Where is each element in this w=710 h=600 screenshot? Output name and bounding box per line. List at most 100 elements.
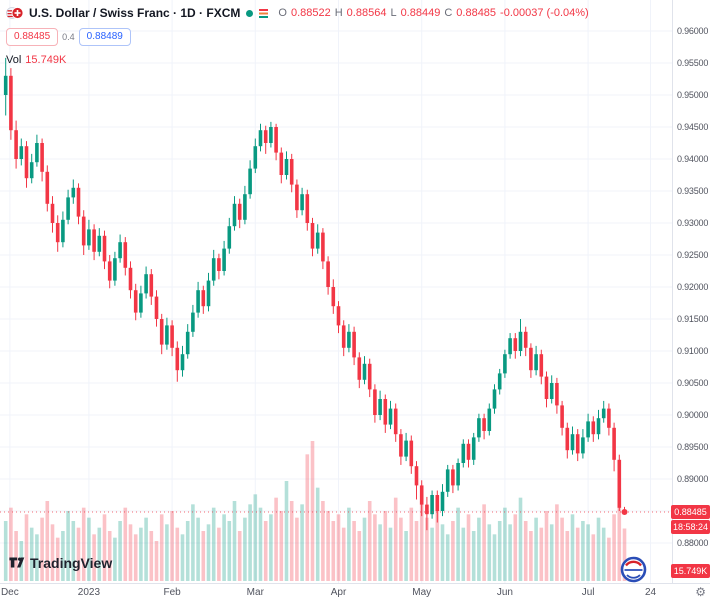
candle[interactable] xyxy=(445,464,450,497)
candle[interactable] xyxy=(549,375,554,404)
candle[interactable] xyxy=(508,333,512,359)
candle[interactable] xyxy=(409,435,414,474)
candle[interactable] xyxy=(326,256,330,295)
candle[interactable] xyxy=(612,422,616,472)
candle[interactable] xyxy=(362,356,367,385)
candle[interactable] xyxy=(529,343,533,378)
candle[interactable] xyxy=(3,57,8,116)
candle[interactable] xyxy=(128,261,133,299)
candle[interactable] xyxy=(295,179,299,218)
candle[interactable] xyxy=(435,490,440,523)
candle[interactable] xyxy=(139,285,143,318)
candle[interactable] xyxy=(24,141,29,188)
candle[interactable] xyxy=(123,237,128,276)
candle[interactable] xyxy=(9,68,13,140)
market-status-icon[interactable] xyxy=(246,9,254,17)
candle[interactable] xyxy=(149,269,154,305)
candle[interactable] xyxy=(591,416,596,442)
candle[interactable] xyxy=(373,384,377,423)
candle[interactable] xyxy=(404,432,408,462)
candle[interactable] xyxy=(523,326,528,357)
candle[interactable] xyxy=(565,422,570,459)
candle[interactable] xyxy=(211,249,216,286)
candle[interactable] xyxy=(347,324,351,353)
candle[interactable] xyxy=(258,123,263,152)
candle[interactable] xyxy=(66,189,70,225)
candle[interactable] xyxy=(331,279,336,314)
candle[interactable] xyxy=(289,153,294,193)
candle[interactable] xyxy=(113,251,117,286)
candle[interactable] xyxy=(560,400,564,436)
candle[interactable] xyxy=(310,217,315,257)
candle[interactable] xyxy=(539,349,544,385)
candle[interactable] xyxy=(513,333,518,359)
time-axis[interactable]: ⚙ Dec 2023 Feb Mar Apr May Jun Jul 24 xyxy=(0,583,710,600)
candle[interactable] xyxy=(222,240,226,276)
candle[interactable] xyxy=(159,313,164,355)
candle[interactable] xyxy=(471,432,476,465)
candle[interactable] xyxy=(305,189,310,231)
candle[interactable] xyxy=(419,480,424,517)
candle[interactable] xyxy=(274,123,278,161)
candle[interactable] xyxy=(170,320,174,357)
candle[interactable] xyxy=(586,413,590,442)
buy-price-button[interactable]: 0.88489 xyxy=(78,28,131,46)
candle[interactable] xyxy=(315,224,320,254)
candle[interactable] xyxy=(45,165,50,212)
candle[interactable] xyxy=(118,234,122,263)
candle[interactable] xyxy=(357,352,362,389)
candle[interactable] xyxy=(191,304,195,337)
candle[interactable] xyxy=(482,413,486,440)
candle[interactable] xyxy=(185,324,190,359)
gear-icon[interactable]: ⚙ xyxy=(695,585,706,599)
candle[interactable] xyxy=(581,429,585,459)
candle[interactable] xyxy=(217,253,221,280)
candle[interactable] xyxy=(367,358,372,398)
candle[interactable] xyxy=(71,179,76,204)
tradingview-logo[interactable]: TradingView xyxy=(8,554,112,571)
candle[interactable] xyxy=(55,215,60,252)
candle[interactable] xyxy=(466,439,471,468)
price-axis[interactable]: 0.96000 0.95500 0.95000 0.94500 0.94000 0.935… xyxy=(672,0,710,583)
candle[interactable] xyxy=(487,403,492,436)
candle[interactable] xyxy=(601,400,606,423)
candle[interactable] xyxy=(232,196,237,231)
candle[interactable] xyxy=(269,121,273,148)
candle[interactable] xyxy=(19,138,24,166)
candle[interactable] xyxy=(92,224,96,261)
candle[interactable] xyxy=(440,484,445,517)
candle[interactable] xyxy=(518,319,523,357)
candle[interactable] xyxy=(248,160,252,199)
candle[interactable] xyxy=(14,120,18,169)
candle[interactable] xyxy=(253,138,258,174)
candle[interactable] xyxy=(133,283,138,321)
alert-list-icon[interactable] xyxy=(259,8,269,18)
candle[interactable] xyxy=(87,219,91,250)
candle[interactable] xyxy=(425,496,429,531)
candle[interactable] xyxy=(284,151,289,180)
candle[interactable] xyxy=(321,228,325,270)
candle[interactable] xyxy=(497,368,502,395)
candle[interactable] xyxy=(243,185,247,225)
candle[interactable] xyxy=(544,371,549,408)
candle[interactable] xyxy=(596,409,601,440)
candle[interactable] xyxy=(40,138,44,182)
candle[interactable] xyxy=(461,439,466,468)
candle[interactable] xyxy=(399,429,403,465)
candle[interactable] xyxy=(76,183,81,225)
candle[interactable] xyxy=(336,301,341,334)
candle[interactable] xyxy=(237,198,242,229)
candle[interactable] xyxy=(61,211,65,248)
candle[interactable] xyxy=(555,377,559,414)
candle[interactable] xyxy=(227,217,232,254)
candle[interactable] xyxy=(97,228,102,257)
candle[interactable] xyxy=(300,187,304,216)
candle[interactable] xyxy=(175,341,180,382)
price-chart[interactable] xyxy=(0,0,672,583)
candle[interactable] xyxy=(180,345,185,377)
candle[interactable] xyxy=(383,394,388,433)
sell-price-button[interactable]: 0.88485 xyxy=(6,28,59,46)
candle[interactable] xyxy=(196,281,200,318)
candle[interactable] xyxy=(378,390,382,421)
candle[interactable] xyxy=(534,345,538,376)
